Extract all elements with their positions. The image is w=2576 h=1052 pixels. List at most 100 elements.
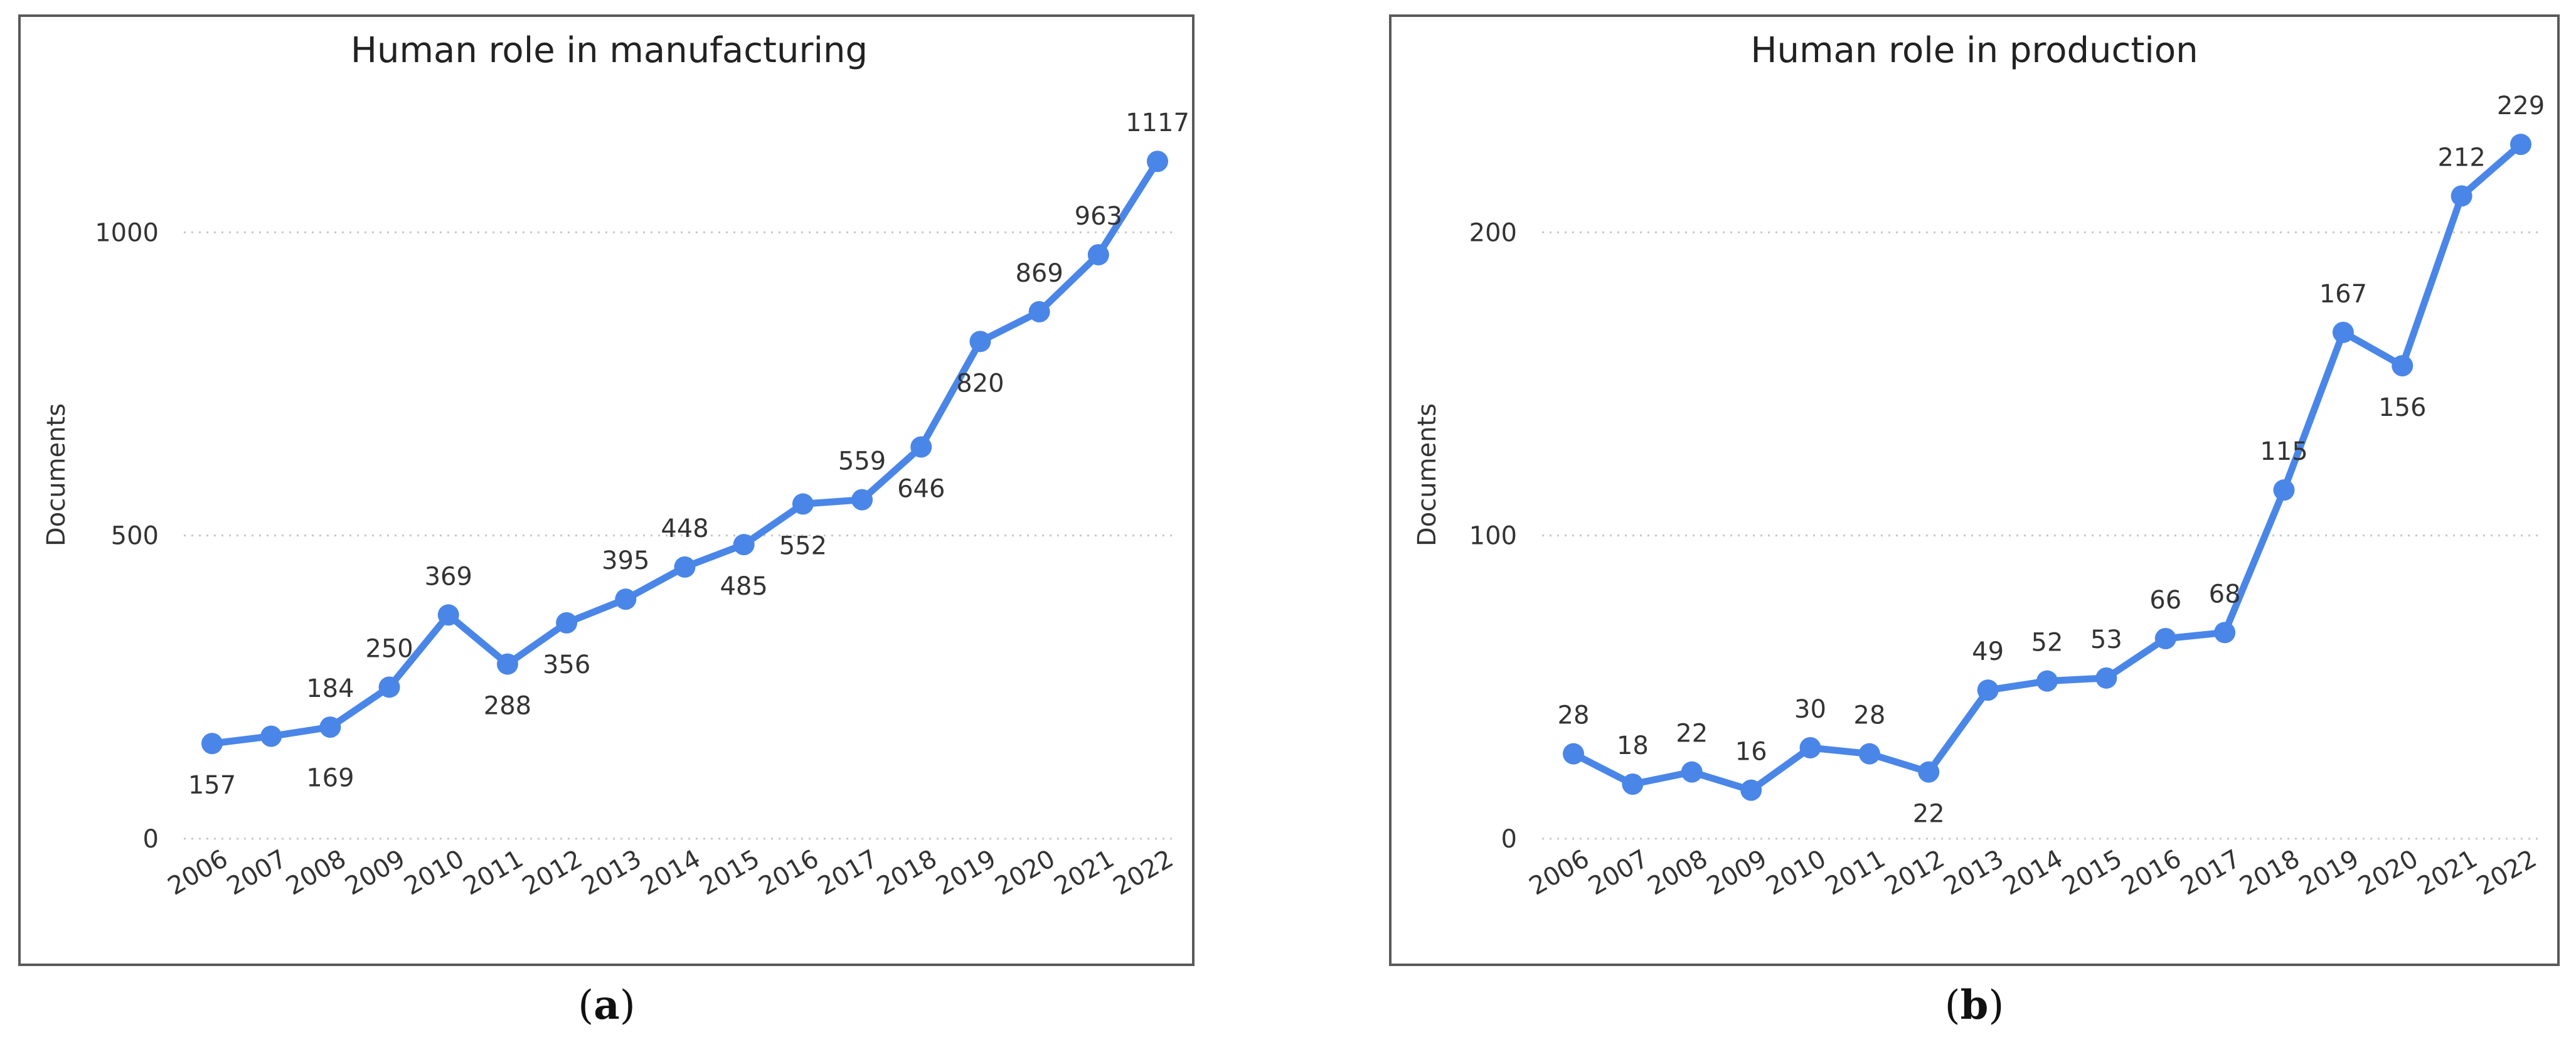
x-tick-label: 2018 bbox=[2235, 844, 2304, 901]
data-label: 52 bbox=[2031, 629, 2063, 657]
x-tick-label: 2011 bbox=[459, 844, 528, 901]
caption-b: (b) bbox=[1944, 982, 2004, 1029]
data-label: 28 bbox=[1853, 701, 1885, 730]
data-point bbox=[674, 556, 696, 578]
x-tick-label: 2022 bbox=[1109, 844, 1178, 901]
data-label: 869 bbox=[1015, 259, 1063, 288]
data-label: 559 bbox=[838, 447, 886, 476]
y-tick-label: 0 bbox=[143, 825, 159, 854]
data-point bbox=[969, 331, 991, 353]
caption-a: (a) bbox=[578, 982, 636, 1029]
data-label: 212 bbox=[2437, 143, 2485, 172]
data-point bbox=[1087, 244, 1109, 266]
x-tick-label: 2017 bbox=[2176, 844, 2245, 901]
data-point bbox=[1681, 761, 1703, 783]
data-point bbox=[1622, 773, 1644, 795]
data-label: 288 bbox=[484, 692, 531, 721]
data-point bbox=[1563, 743, 1584, 765]
data-label: 820 bbox=[956, 369, 1004, 398]
chart-title: Human role in manufacturing bbox=[351, 30, 868, 71]
data-point bbox=[2154, 628, 2176, 649]
x-tick-label: 2013 bbox=[1939, 844, 2008, 901]
x-tick-label: 2007 bbox=[1583, 844, 1653, 901]
x-tick-label: 2022 bbox=[2472, 844, 2541, 901]
chart-panel-production: Human role in production Documents 0 100 200… bbox=[1389, 14, 2560, 966]
data-label: 115 bbox=[2260, 437, 2307, 466]
data-point bbox=[1799, 737, 1821, 758]
y-axis-label: Documents bbox=[42, 403, 71, 546]
data-point bbox=[437, 604, 459, 626]
y-tick-label: 200 bbox=[1469, 218, 1517, 247]
line-chart-manufacturing: Human role in manufacturing Documents 0 500… bbox=[42, 30, 1190, 901]
data-point bbox=[1918, 761, 1940, 783]
x-tick-label: 2019 bbox=[931, 844, 1001, 901]
x-tick-label: 2015 bbox=[2057, 844, 2127, 901]
data-label: 646 bbox=[897, 475, 945, 504]
data-label: 49 bbox=[1972, 637, 2004, 666]
data-label: 448 bbox=[661, 514, 708, 543]
x-tick-label: 2016 bbox=[754, 844, 824, 901]
data-point bbox=[2392, 355, 2414, 376]
data-label: 184 bbox=[306, 674, 354, 703]
x-tick-label: 2021 bbox=[2412, 844, 2482, 901]
data-label: 28 bbox=[1558, 701, 1590, 730]
data-point bbox=[2332, 321, 2354, 343]
data-label: 395 bbox=[602, 546, 649, 575]
x-tick-label: 2009 bbox=[1702, 844, 1772, 901]
data-label: 1117 bbox=[1126, 109, 1190, 137]
data-point bbox=[615, 588, 637, 610]
data-point bbox=[1740, 779, 1762, 801]
x-tick-label: 2020 bbox=[990, 844, 1060, 901]
data-label: 229 bbox=[2497, 92, 2545, 120]
x-tick-label: 2010 bbox=[400, 844, 469, 901]
data-point bbox=[851, 489, 873, 511]
data-point bbox=[201, 733, 223, 755]
y-tick-label: 1000 bbox=[95, 218, 159, 247]
x-tick-label: 2017 bbox=[813, 844, 883, 901]
data-label: 18 bbox=[1617, 731, 1649, 760]
data-label: 169 bbox=[306, 764, 354, 793]
data-label: 16 bbox=[1735, 738, 1767, 767]
data-point bbox=[1028, 300, 1050, 322]
x-tick-label: 2009 bbox=[340, 844, 410, 901]
data-point bbox=[1858, 743, 1880, 765]
data-label: 22 bbox=[1913, 800, 1945, 829]
data-label: 157 bbox=[188, 771, 236, 800]
data-point bbox=[2510, 134, 2531, 156]
y-tick-label: 500 bbox=[111, 522, 159, 551]
y-axis-label: Documents bbox=[1413, 403, 1442, 546]
data-label: 369 bbox=[425, 562, 472, 591]
data-label: 68 bbox=[2209, 580, 2241, 608]
x-tick-label: 2008 bbox=[1643, 844, 1713, 901]
x-tick-label: 2006 bbox=[1525, 844, 1594, 901]
x-tick-label: 2013 bbox=[577, 844, 646, 901]
line-chart-production: Human role in production Documents 0 100 200… bbox=[1413, 30, 2545, 901]
chart-panel-manufacturing: Human role in manufacturing Documents 0 500… bbox=[18, 14, 1195, 966]
data-label: 53 bbox=[2090, 625, 2122, 654]
x-tick-label: 2006 bbox=[163, 844, 233, 901]
x-tick-label: 2011 bbox=[1821, 844, 1890, 901]
data-label: 66 bbox=[2149, 586, 2181, 615]
x-tick-label: 2018 bbox=[872, 844, 942, 901]
x-tick-label: 2008 bbox=[281, 844, 351, 901]
data-label: 156 bbox=[2378, 393, 2426, 422]
data-label: 250 bbox=[365, 634, 413, 663]
data-label: 963 bbox=[1075, 202, 1122, 231]
data-point bbox=[2214, 622, 2236, 644]
x-tick-label: 2007 bbox=[222, 844, 292, 901]
data-point bbox=[1147, 151, 1168, 173]
data-point bbox=[1977, 679, 1999, 701]
data-point bbox=[2036, 670, 2058, 692]
data-point bbox=[2273, 479, 2295, 501]
data-label: 552 bbox=[779, 531, 827, 560]
x-tick-label: 2010 bbox=[1761, 844, 1831, 901]
series-line bbox=[208, 157, 1161, 747]
series-line bbox=[1570, 141, 2525, 794]
x-tick-label: 2019 bbox=[2294, 844, 2364, 901]
data-point bbox=[733, 534, 755, 556]
data-point bbox=[2095, 667, 2117, 689]
data-label: 356 bbox=[543, 651, 590, 679]
data-point bbox=[556, 612, 578, 634]
data-label: 167 bbox=[2319, 280, 2367, 309]
data-label: 30 bbox=[1794, 695, 1826, 724]
